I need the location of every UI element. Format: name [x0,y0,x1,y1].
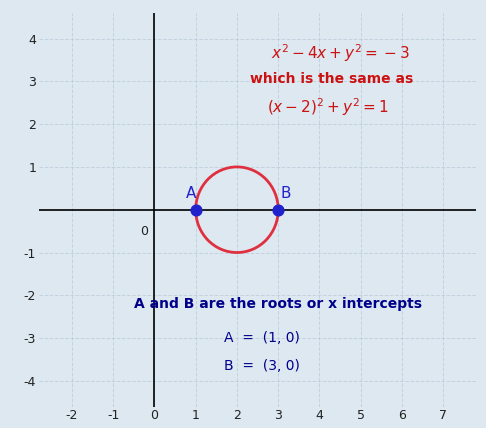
Text: A and B are the roots or x intercepts: A and B are the roots or x intercepts [134,297,422,311]
Text: B  =  (3, 0): B = (3, 0) [224,359,300,373]
Text: which is the same as: which is the same as [250,72,414,86]
Text: 0: 0 [140,225,148,238]
Point [274,206,282,213]
Text: $(x-2)^2 + y^2 = 1$: $(x-2)^2 + y^2 = 1$ [267,96,388,118]
Text: B: B [280,186,291,201]
Text: A: A [186,186,196,201]
Text: A  =  (1, 0): A = (1, 0) [224,331,300,345]
Text: $x^2 - 4x + y^2 = -3$: $x^2 - 4x + y^2 = -3$ [271,43,409,64]
Point [192,206,200,213]
